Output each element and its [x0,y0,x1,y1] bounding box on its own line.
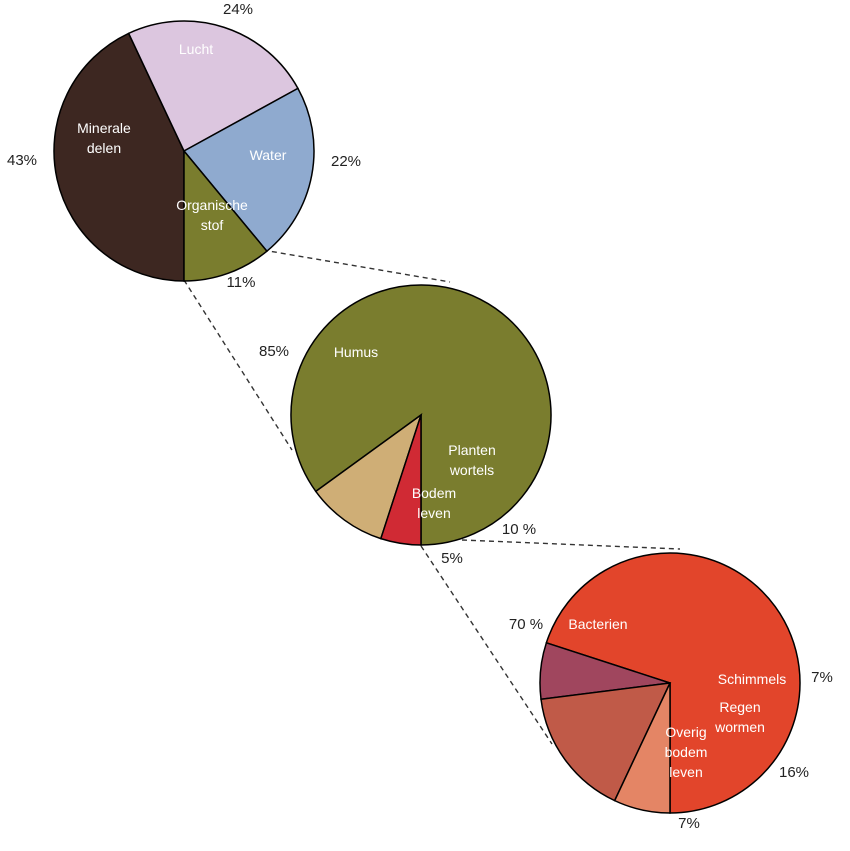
slice-overig-bodem-leven [613,682,671,814]
labels: Minerale delen Lucht Water Organische stof 43%… [7,1,833,832]
data-label-bacterien: 70 % [509,616,543,633]
slice-label-bacterien: Bacterien [568,616,627,632]
slice-label-organische-stof: Organische stof [176,197,248,233]
slice-label-lucht: Lucht [179,41,213,57]
connector-life-bottom [420,545,553,745]
pies [53,20,801,814]
slice-label-overig-bodem-leven: Overig bodem leven [665,724,708,780]
data-label-humus: 85% [259,343,289,360]
data-label-overig-bodem-leven: 7% [678,815,700,832]
slice-label-water: Water [250,147,287,163]
slice-water [182,87,315,253]
slice-regen-wormen [540,682,672,802]
data-label-organische-stof: 11% [227,274,256,291]
organic-pie [290,284,552,546]
explode-connectors [183,249,681,745]
slice-planten-wortels [314,413,423,540]
data-label-bodem-leven: 5% [441,550,463,567]
data-label-lucht: 24% [223,1,253,18]
slice-label-humus: Humus [334,344,378,360]
connector-life-top [461,539,681,550]
slice-label-planten-wortels: Planten wortels [448,442,495,478]
connector-organic-top [262,249,451,283]
slice-organische-stof [183,148,268,282]
data-label-regen-wormen: 16% [779,764,809,781]
data-label-schimmels: 7% [811,669,833,686]
slice-bacterien [545,552,801,814]
slice-lucht [127,20,299,153]
data-label-planten-wortels: 10 % [502,521,536,538]
soil-pie [53,20,315,282]
data-label-water: 22% [331,153,361,170]
slice-bodem-leven [379,414,422,546]
slice-label-regen-wormen: Regen wormen [714,699,765,735]
connector-organic-bottom [183,279,293,451]
data-label-minerale-delen: 43% [7,152,37,169]
slice-label-minerale-delen: Minerale delen [77,120,131,156]
life-pie [539,552,801,814]
slice-label-bodem-leven: Bodem leven [412,485,456,521]
slice-minerale-delen [53,32,185,282]
slice-label-schimmels: Schimmels [718,671,786,687]
